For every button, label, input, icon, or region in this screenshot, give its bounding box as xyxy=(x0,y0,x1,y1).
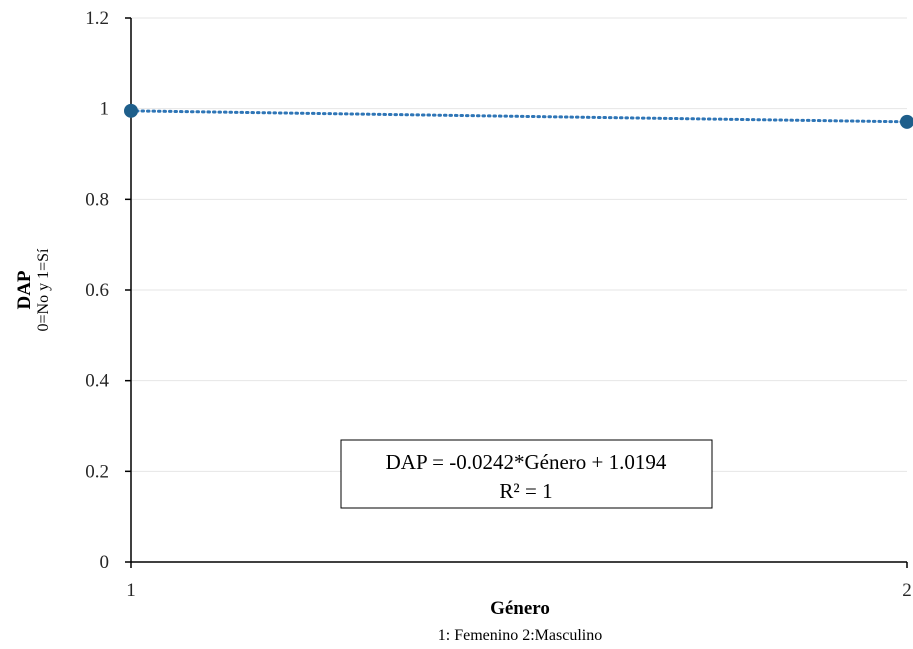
y-tick-label: 0.6 xyxy=(85,280,109,301)
x-axis-title: Género xyxy=(490,598,550,619)
data-points xyxy=(124,103,913,129)
equation-box xyxy=(340,439,713,509)
x-axis-subtitle: 1: Femenino 2:Masculino xyxy=(438,627,602,644)
x-tick-label: 2 xyxy=(902,580,912,601)
y-tick-label: 0.2 xyxy=(85,461,109,482)
y-tick-label: 0.4 xyxy=(85,371,109,392)
y-axis-subtitle: 0=No y 1=Sí xyxy=(35,248,52,332)
x-tick-label: 1 xyxy=(126,580,136,601)
r-squared-text: R² = 1 xyxy=(499,479,552,503)
y-tick-label: 0.8 xyxy=(85,189,109,210)
y-axis-title: DAP xyxy=(14,270,35,309)
y-tick-label: 1 xyxy=(100,99,110,120)
y-tick-label: 1.2 xyxy=(85,8,109,29)
y-tick-labels: 0 0.2 0.4 0.6 0.8 1 1.2 xyxy=(85,8,131,573)
y-tick-label: 0 xyxy=(100,552,110,573)
equation-text: DAP = -0.0242*Género + 1.0194 xyxy=(386,450,667,474)
trendline xyxy=(129,109,909,124)
data-point xyxy=(900,114,913,129)
data-point xyxy=(124,103,138,118)
gridlines xyxy=(131,17,907,472)
